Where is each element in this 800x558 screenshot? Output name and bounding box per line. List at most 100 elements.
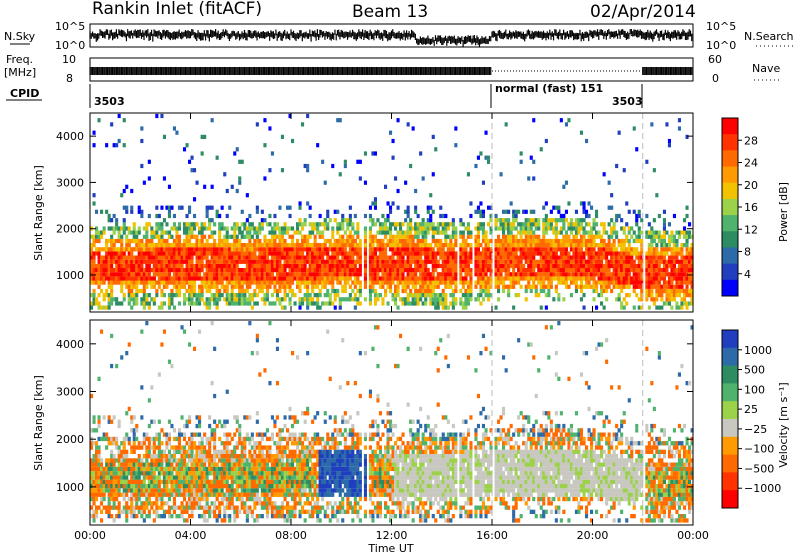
power-cell <box>404 218 407 222</box>
power-cell <box>608 181 611 185</box>
power-cell <box>562 297 565 301</box>
power-cell <box>289 206 292 210</box>
power-cell <box>160 206 163 210</box>
power-cell <box>497 289 500 293</box>
nsearch-mark <box>637 33 638 34</box>
power-cell <box>648 306 651 310</box>
power-cell <box>623 306 626 310</box>
power-cell <box>675 301 678 305</box>
power-cell <box>160 235 163 239</box>
power-cell <box>628 272 631 276</box>
power-cell <box>464 306 467 310</box>
power-cell <box>686 243 689 247</box>
power-cell <box>623 243 626 247</box>
power-cell <box>336 210 339 214</box>
power-cell <box>181 264 184 268</box>
power-cell <box>140 164 143 168</box>
power-cell <box>143 289 146 293</box>
power-cell <box>467 264 470 268</box>
power-cell <box>575 210 578 214</box>
power-cell <box>432 235 435 239</box>
power-cell <box>673 264 676 268</box>
power-cell <box>545 214 548 218</box>
power-cell <box>306 114 309 118</box>
power-cell <box>595 210 598 214</box>
power-cell <box>241 210 244 214</box>
power-cell <box>665 231 668 235</box>
power-cell <box>537 222 540 226</box>
power-cell <box>653 301 656 305</box>
power-cell <box>658 264 661 268</box>
power-cell <box>477 206 480 210</box>
power-cell <box>469 235 472 239</box>
power-cell <box>231 289 234 293</box>
power-cell <box>140 239 143 243</box>
power-cell <box>98 251 101 255</box>
power-cell <box>381 214 384 218</box>
power-cell <box>565 122 568 126</box>
power-cell <box>188 210 191 214</box>
power-cell <box>397 306 400 310</box>
power-cell <box>447 306 450 310</box>
power-cell <box>193 197 196 201</box>
power-cell <box>268 168 271 172</box>
power-cell <box>160 114 163 118</box>
power-cell <box>389 231 392 235</box>
power-cell <box>196 235 199 239</box>
power-cell <box>273 285 276 289</box>
nsearch-mark <box>528 34 529 35</box>
power-cell <box>389 285 392 289</box>
power-cell <box>356 226 359 230</box>
power-cell <box>158 285 161 289</box>
power-cell <box>115 218 118 222</box>
power-cell <box>427 231 430 235</box>
nave-tick-top: 60 <box>708 53 722 66</box>
power-cell <box>517 210 520 214</box>
power-cell <box>329 297 332 301</box>
power-cell <box>316 226 319 230</box>
power-cell <box>168 306 171 310</box>
nsearch-mark <box>576 35 577 36</box>
power-cell <box>567 285 570 289</box>
power-cell <box>148 160 151 164</box>
power-cell <box>374 197 377 201</box>
power-cell <box>590 231 593 235</box>
power-cell <box>120 301 123 305</box>
power-cell <box>191 256 194 260</box>
power-cell <box>359 260 362 264</box>
power-cell <box>188 239 191 243</box>
power-cell <box>165 285 168 289</box>
power-cell <box>349 206 352 210</box>
power-cell <box>211 235 214 239</box>
power-cell <box>500 272 503 276</box>
power-cell <box>490 239 493 243</box>
power-cell <box>402 272 405 276</box>
power-cell <box>236 147 239 151</box>
power-cell <box>193 285 196 289</box>
power-cell <box>304 218 307 222</box>
power-cell <box>233 151 236 155</box>
power-cell <box>351 222 354 226</box>
nsearch-mark <box>522 34 523 35</box>
power-cell <box>479 201 482 205</box>
power-cell <box>143 306 146 310</box>
power-cell <box>198 272 201 276</box>
nsearch-mark <box>591 33 592 34</box>
power-cell <box>316 143 319 147</box>
power-cell <box>407 122 410 126</box>
power-cell <box>665 122 668 126</box>
power-cell <box>294 301 297 305</box>
nsearch-mark <box>513 34 514 35</box>
power-cell <box>216 156 219 160</box>
power-cell <box>160 226 163 230</box>
power-cell <box>364 235 367 239</box>
power-cell <box>238 176 241 180</box>
power-cell <box>603 226 606 230</box>
power-cell <box>424 297 427 301</box>
nsearch-mark <box>646 34 647 35</box>
power-cell <box>459 218 462 222</box>
power-cell <box>341 214 344 218</box>
power-cell <box>462 222 465 226</box>
power-cell <box>555 226 558 230</box>
power-cell <box>329 218 332 222</box>
